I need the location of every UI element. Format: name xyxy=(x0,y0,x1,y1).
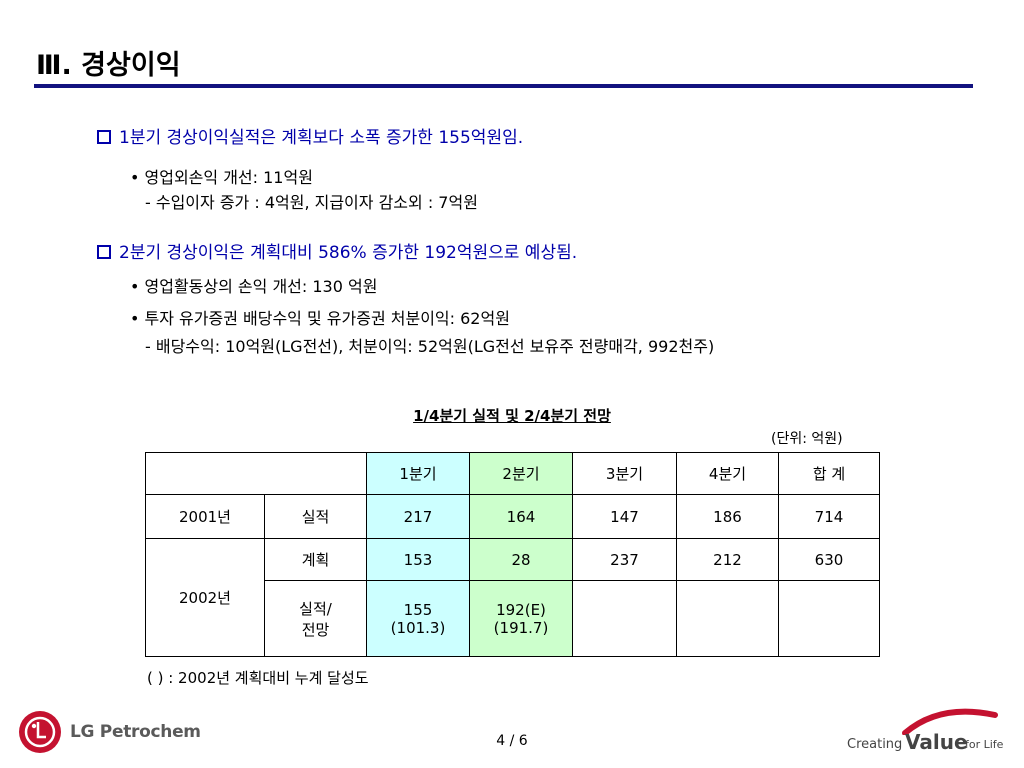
year-2001: 2001년 xyxy=(145,494,265,539)
swoosh-icon xyxy=(902,708,998,735)
checkbox-bullet-icon xyxy=(97,245,111,259)
title-divider xyxy=(34,84,973,88)
cell-2002-plan-q4: 212 xyxy=(676,538,779,581)
year-2002: 2002년 xyxy=(145,538,265,657)
cell-2002-actual-q2-value: 192(E) xyxy=(496,600,546,619)
header-total: 합 계 xyxy=(778,452,880,495)
cell-2002-plan-q3: 237 xyxy=(572,538,677,581)
header-q4: 4분기 xyxy=(676,452,779,495)
slogan: Creating Value for Life xyxy=(845,703,1015,758)
header-q3: 3분기 xyxy=(572,452,677,495)
cell-2001-q2: 164 xyxy=(469,494,573,539)
header-q1: 1분기 xyxy=(366,452,470,495)
results-table: 1분기 2분기 3분기 4분기 합 계 2001년 실적 217 164 147… xyxy=(145,452,880,657)
label-2001-actual: 실적 xyxy=(264,494,367,539)
cell-2002-actual-q4 xyxy=(676,580,779,657)
label-2002-actual: 실적/ 전망 xyxy=(264,580,367,657)
table-row-2001: 2001년 실적 217 164 147 186 714 xyxy=(145,494,880,539)
section-1-line-2: - 수입이자 증가 : 4억원, 지급이자 감소외 : 7억원 xyxy=(145,193,478,212)
lg-logo-icon xyxy=(19,711,61,753)
cell-2002-plan-total: 630 xyxy=(778,538,880,581)
cell-2001-total: 714 xyxy=(778,494,880,539)
cell-2002-actual-q2-rate: (191.7) xyxy=(493,618,549,637)
table-row-2002-plan: 2002년 계획 153 28 237 212 630 xyxy=(145,538,880,657)
cell-2002-plan-q1: 153 xyxy=(366,538,470,581)
cell-2001-q4: 186 xyxy=(676,494,779,539)
cell-2002-actual-q1-value: 155 xyxy=(403,600,433,619)
section-2-line-1: • 영업활동상의 손익 개선: 130 억원 xyxy=(130,277,378,296)
cell-2002-actual-total xyxy=(778,580,880,657)
section-1-line-1: • 영업외손익 개선: 11억원 xyxy=(130,168,313,187)
section-1-headline: 1분기 경상이익실적은 계획보다 소폭 증가한 155억원임. xyxy=(97,123,523,148)
slogan-forlife: for Life xyxy=(965,738,1004,751)
table-caption-text: 1/4분기 실적 및 2/4분기 전망 xyxy=(413,407,611,425)
cell-2002-actual-q1-rate: (101.3) xyxy=(390,618,446,637)
cell-2002-actual-q3 xyxy=(572,580,677,657)
table-header-row: 1분기 2분기 3분기 4분기 합 계 xyxy=(145,452,880,495)
cell-2001-q1: 217 xyxy=(366,494,470,539)
company-name: LG Petrochem xyxy=(70,722,201,742)
slogan-value: Value xyxy=(905,730,968,754)
table-note: ( ) : 2002년 계획대비 누계 달성도 xyxy=(147,669,369,687)
header-q2: 2분기 xyxy=(469,452,573,495)
slogan-creating: Creating xyxy=(847,737,903,752)
section-2-line-2: • 투자 유가증권 배당수익 및 유가증권 처분이익: 62억원 xyxy=(130,309,510,328)
checkbox-bullet-icon xyxy=(97,130,111,144)
label-2002-plan: 계획 xyxy=(264,538,367,581)
header-empty-cell xyxy=(145,452,367,495)
cell-2002-plan-q2: 28 xyxy=(469,538,573,581)
cell-2001-q3: 147 xyxy=(572,494,677,539)
label-2002-actual-line-2: 전망 xyxy=(301,620,330,639)
section-2-line-3: - 배당수익: 10억원(LG전선), 처분이익: 52억원(LG전선 보유주 … xyxy=(145,337,715,356)
cell-2002-actual-q2: 192(E) (191.7) xyxy=(469,580,573,657)
page-title: Ⅲ. 경상이익 xyxy=(36,50,181,81)
cell-2002-actual-q1: 155 (101.3) xyxy=(366,580,470,657)
table-caption: 1/4분기 실적 및 2/4분기 전망 xyxy=(0,405,1024,426)
section-2-headline-text: 2분기 경상이익은 계획대비 586% 증가한 192억원으로 예상됨. xyxy=(119,243,578,263)
table-unit: (단위: 억원) xyxy=(771,431,843,447)
table-row-2002-actual: 실적/ 전망 155 (101.3) 192(E) (191.7) xyxy=(146,580,880,657)
page-number: 4 / 6 xyxy=(496,733,528,749)
section-2-headline: 2분기 경상이익은 계획대비 586% 증가한 192억원으로 예상됨. xyxy=(97,238,577,263)
label-2002-actual-line-1: 실적/ xyxy=(299,599,332,618)
section-1-headline-text: 1분기 경상이익실적은 계획보다 소폭 증가한 155억원임. xyxy=(119,128,524,148)
